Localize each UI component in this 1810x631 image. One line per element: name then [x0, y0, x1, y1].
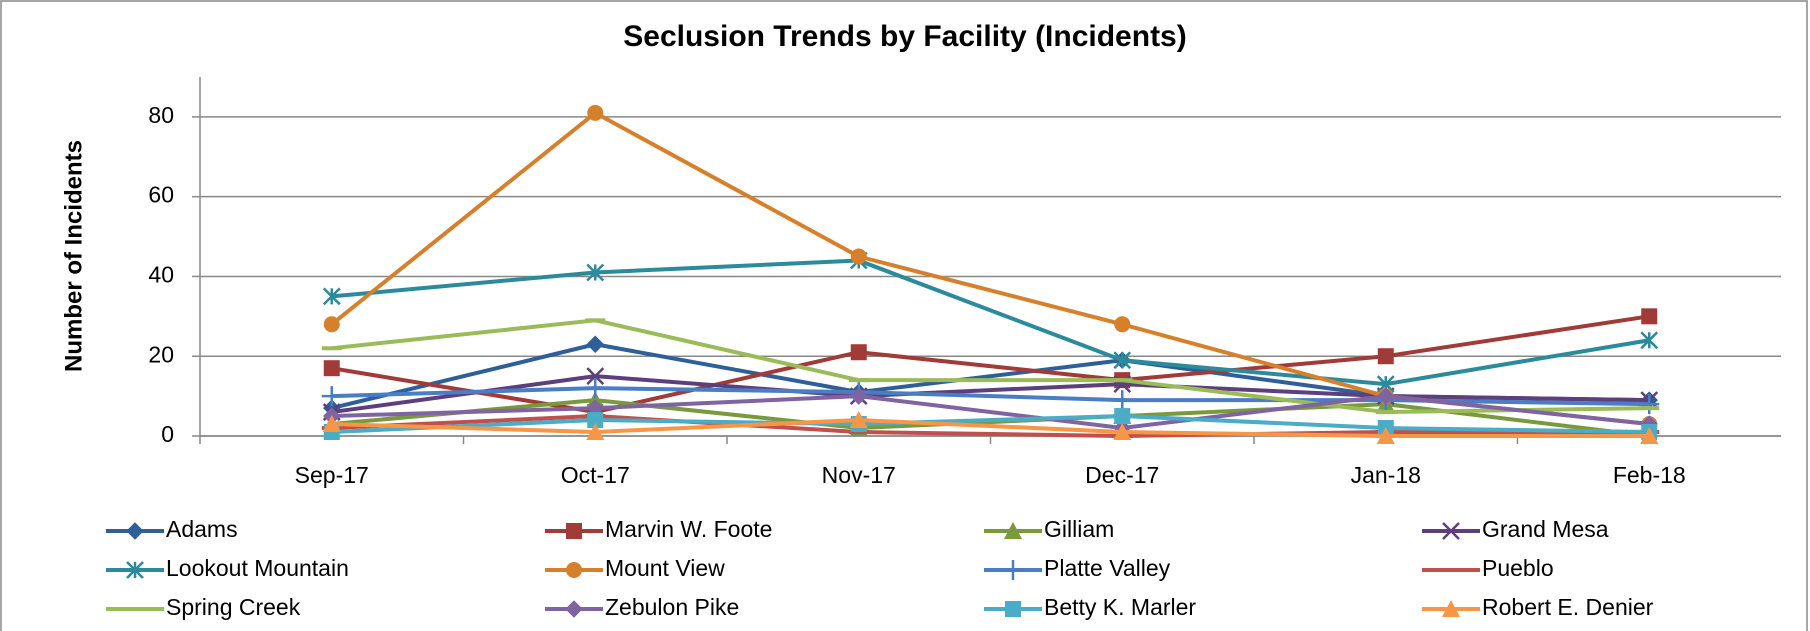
x-tick-label: Sep-17	[295, 462, 369, 488]
marker	[1112, 390, 1133, 411]
y-axis-label: Number of Incidents	[60, 140, 87, 372]
marker	[586, 263, 605, 282]
y-tick-label: 80	[148, 102, 174, 128]
marker	[323, 360, 340, 377]
legend-label: Robert E. Denier	[1482, 594, 1654, 620]
legend-label: Adams	[166, 516, 238, 542]
series-line	[331, 258, 1650, 387]
legend-label: Spring Creek	[166, 594, 301, 620]
marker	[322, 415, 341, 433]
legend-label: Platte Valley	[1044, 555, 1171, 581]
marker	[849, 411, 868, 429]
marker	[323, 316, 340, 333]
marker	[1004, 522, 1022, 539]
legend-label: Lookout Mountain	[166, 555, 349, 581]
marker	[126, 561, 144, 579]
series-line	[331, 418, 1650, 438]
marker	[1113, 351, 1132, 370]
legend-label: Marvin W. Foote	[605, 516, 772, 542]
series-line	[331, 374, 1650, 415]
marker	[850, 248, 867, 265]
marker	[1114, 316, 1131, 333]
marker	[1640, 331, 1659, 350]
marker	[322, 287, 341, 306]
marker	[1377, 387, 1395, 405]
marker	[1640, 427, 1659, 444]
marker	[1639, 394, 1660, 415]
marker	[586, 367, 605, 386]
marker	[1005, 601, 1021, 617]
marker	[126, 522, 144, 540]
marker	[587, 104, 604, 121]
marker	[1442, 522, 1460, 540]
marker	[565, 600, 583, 618]
x-tick-label: Dec-17	[1085, 462, 1159, 488]
marker	[850, 344, 867, 361]
marker	[1442, 600, 1460, 617]
series-line	[331, 394, 1650, 431]
legend-label: Grand Mesa	[1482, 516, 1609, 542]
series-line	[331, 318, 1650, 415]
marker	[566, 523, 582, 539]
x-tick-label: Feb-18	[1613, 462, 1686, 488]
legend-label: Zebulon Pike	[605, 594, 739, 620]
marker	[1641, 308, 1658, 325]
marker	[585, 378, 606, 399]
legend-label: Betty K. Marler	[1044, 594, 1196, 620]
x-tick-label: Jan-18	[1351, 462, 1421, 488]
series-line	[331, 414, 1650, 435]
marker	[586, 335, 604, 353]
marker	[1113, 423, 1132, 441]
marker	[850, 387, 868, 405]
series-line	[331, 414, 1650, 438]
marker	[586, 423, 605, 441]
marker	[1377, 348, 1394, 365]
chart-title: Seclusion Trends by Facility (Incidents)	[623, 20, 1186, 53]
marker	[566, 562, 582, 578]
y-tick-label: 0	[161, 421, 174, 447]
marker	[1376, 427, 1395, 444]
y-tick-label: 40	[148, 262, 174, 288]
y-tick-label: 20	[148, 341, 174, 367]
marker	[1003, 560, 1023, 580]
legend-label: Mount View	[605, 555, 725, 581]
marker	[321, 386, 342, 407]
x-tick-label: Oct-17	[561, 462, 630, 488]
legend-label: Gilliam	[1044, 516, 1114, 542]
marker	[587, 412, 604, 429]
legend-label: Pueblo	[1482, 555, 1554, 581]
y-tick-label: 60	[148, 182, 174, 208]
x-tick-label: Nov-17	[822, 462, 896, 488]
marker	[1114, 408, 1131, 425]
